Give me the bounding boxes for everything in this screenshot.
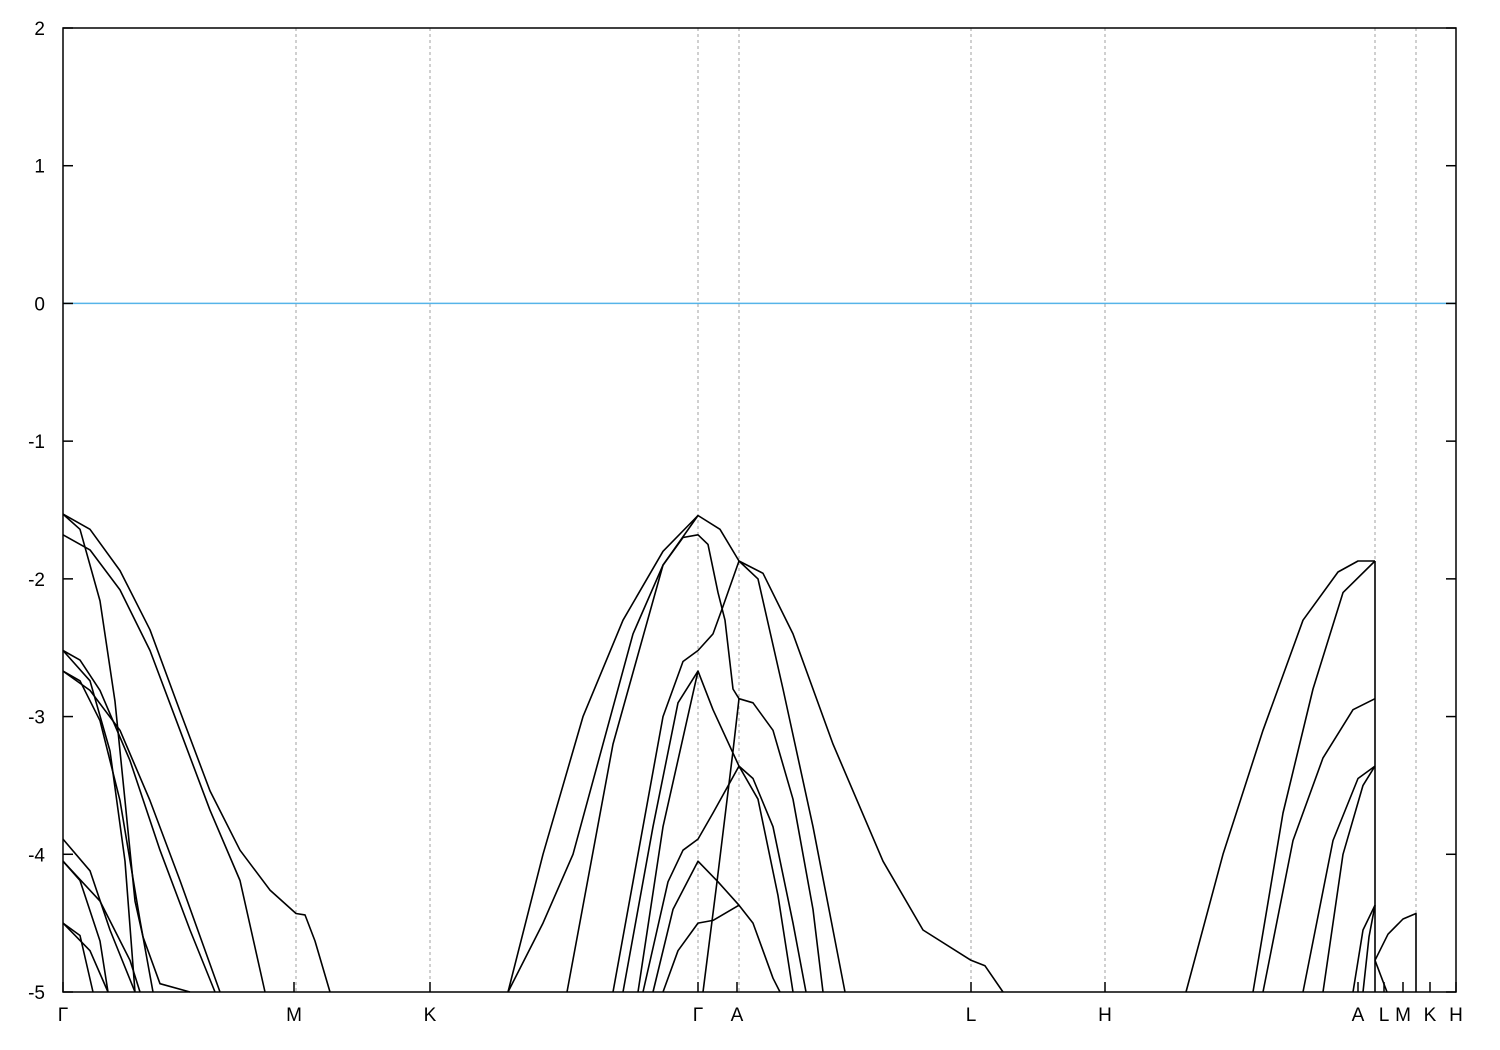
band-line — [622, 670, 807, 993]
band-line — [507, 514, 1004, 993]
band-line — [662, 904, 740, 993]
plot-frame — [62, 27, 1457, 993]
band-line — [62, 860, 141, 993]
bands — [62, 513, 1417, 993]
band-line — [62, 513, 331, 993]
band-line — [62, 649, 216, 993]
band-line — [62, 922, 109, 993]
x-tick-label: L — [966, 1005, 977, 1026]
x-tick-label: Γ — [693, 1005, 703, 1026]
band-line — [1262, 697, 1376, 993]
band-line — [637, 670, 699, 993]
x-tick-label: H — [1098, 1005, 1112, 1026]
x-tick-label: K — [424, 1005, 437, 1026]
band-line — [62, 838, 136, 993]
band-line — [1322, 765, 1376, 993]
band-line — [1185, 560, 1375, 993]
y-tick-label: 2 — [34, 19, 45, 40]
band-line — [1374, 960, 1388, 993]
band-line — [507, 533, 824, 993]
y-tick-label: 0 — [34, 294, 45, 315]
y-tick-label: -1 — [28, 432, 45, 453]
band-line — [62, 670, 221, 993]
band-line — [1252, 560, 1376, 993]
band-line — [62, 649, 136, 993]
band-line — [642, 765, 740, 993]
x-tick-label: M — [286, 1005, 302, 1026]
band-line — [738, 765, 794, 993]
x-tick-label: K — [1424, 1005, 1437, 1026]
band-line — [702, 698, 740, 993]
band-line — [62, 513, 191, 993]
x-tick-label: A — [731, 1005, 744, 1026]
x-tick-label: H — [1449, 1005, 1463, 1026]
band-line — [62, 922, 94, 993]
y-tick-label: -3 — [28, 708, 45, 729]
plot-border — [62, 27, 1457, 993]
band-line — [62, 534, 266, 993]
band-line — [62, 670, 154, 993]
band-line — [1302, 765, 1376, 993]
band-line — [652, 860, 781, 993]
gridlines — [295, 28, 1417, 992]
x-tick-label: A — [1352, 1005, 1365, 1026]
band-line — [738, 560, 846, 993]
y-tick-label: -2 — [28, 570, 45, 591]
x-tick-label: M — [1395, 1005, 1411, 1026]
y-tick-label: -4 — [28, 845, 45, 866]
band-line — [62, 860, 109, 993]
band-line — [1362, 905, 1376, 993]
y-tick-label: 1 — [34, 157, 45, 178]
band-line — [566, 515, 699, 993]
band-line — [612, 560, 740, 993]
band-line — [1374, 912, 1417, 992]
x-tick-label: Γ — [58, 1005, 68, 1026]
y-tick-label: -5 — [28, 983, 45, 1004]
band-line — [1352, 904, 1376, 993]
y-axis: 2 1 0 -1 -2 -3 -4 -5 — [28, 19, 1456, 1004]
x-tick-label: L — [1379, 1005, 1390, 1026]
